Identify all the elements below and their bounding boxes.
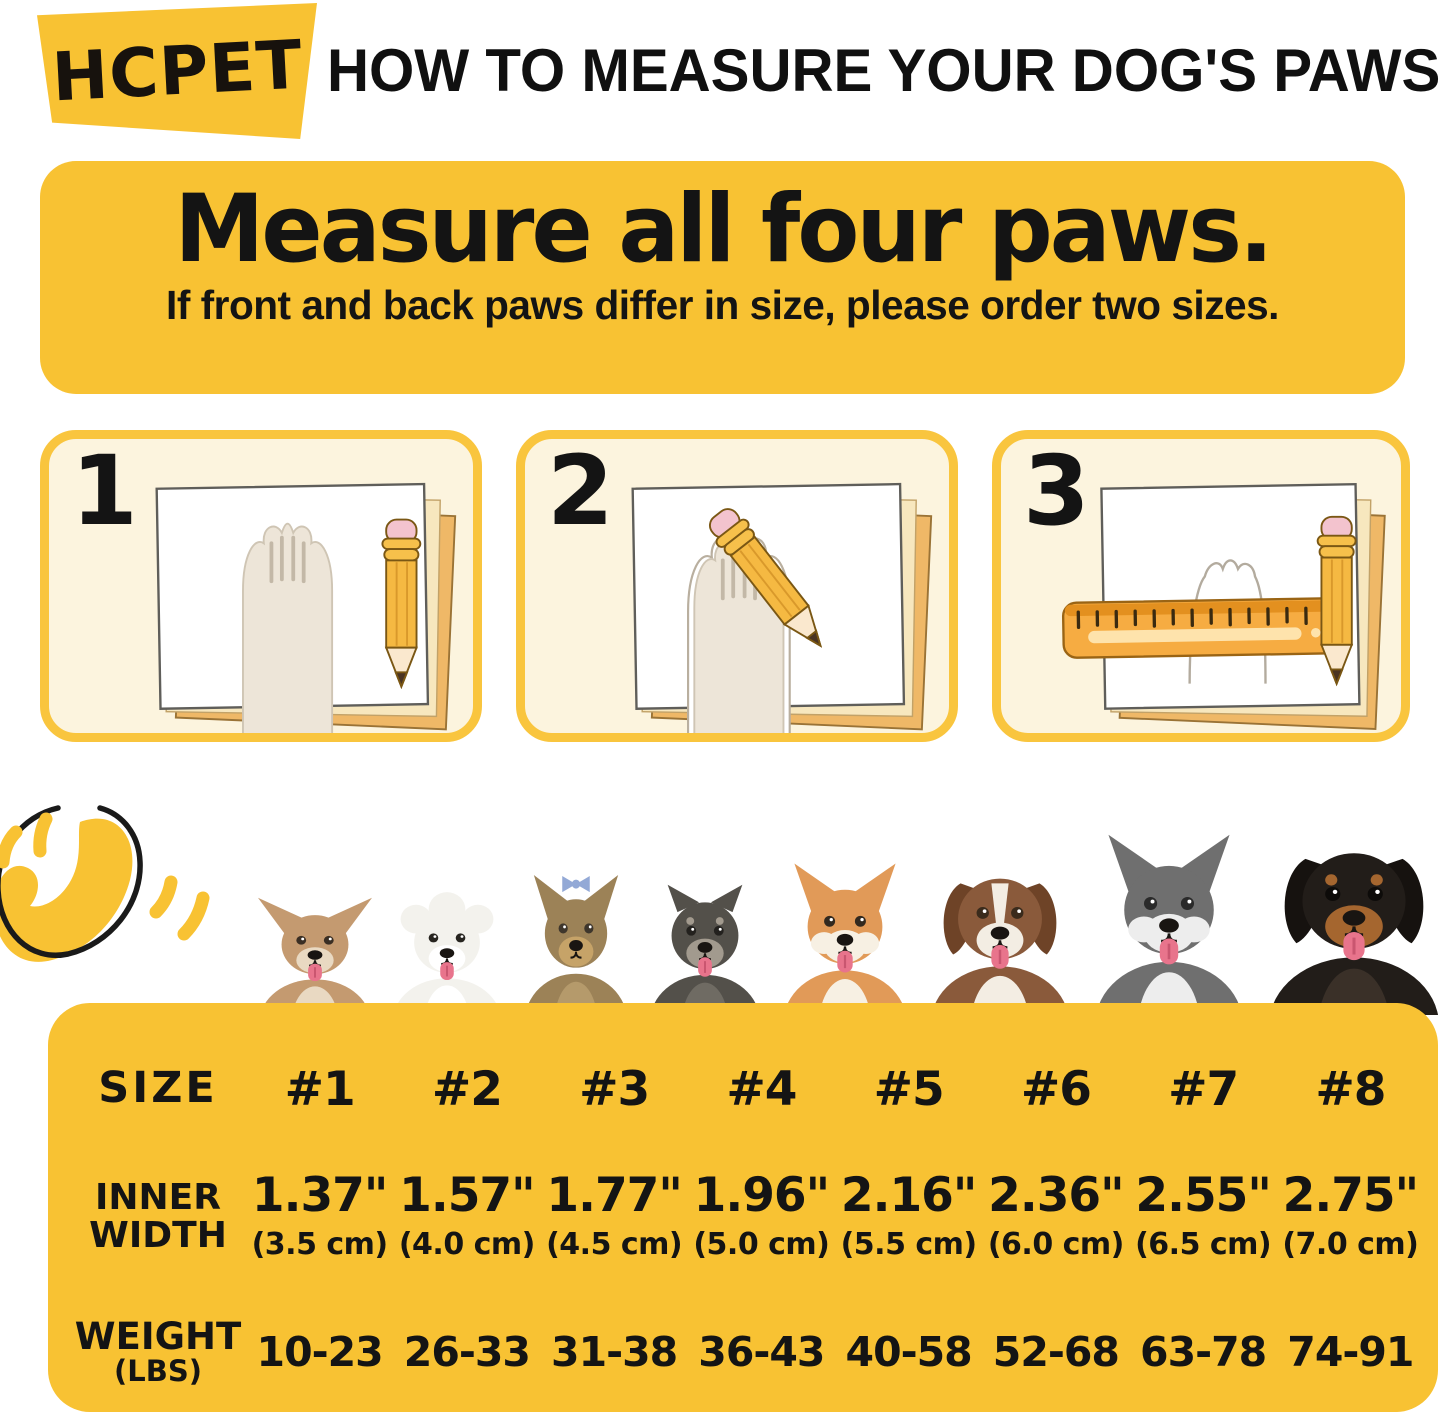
size-row: SIZE #1 #2 #3 #4 #5 #6 #7 #8 <box>70 1037 1424 1141</box>
inner-width-value: 1.77" (4.5 cm) <box>546 1168 683 1262</box>
dog-photo-shiba-inu <box>784 863 907 1015</box>
dog-photo-rottweiler <box>1269 853 1438 1015</box>
size-value: #5 <box>873 1061 945 1117</box>
inner-width-value: 2.75" (7.0 cm) <box>1282 1168 1419 1262</box>
weight-value: 31-38 <box>551 1328 678 1376</box>
inner-width-value: 2.16" (5.5 cm) <box>840 1168 978 1262</box>
size-value: #4 <box>726 1061 797 1117</box>
banner-headline: Measure all four paws. <box>174 175 1273 284</box>
step-1-illustration <box>155 482 457 733</box>
size-value: #7 <box>1168 1061 1239 1117</box>
paw-illustration <box>242 522 334 733</box>
inner-width-row-label: INNER WIDTH <box>89 1176 227 1256</box>
pencil-icon <box>708 508 823 648</box>
inner-width-value: 1.96" (5.0 cm) <box>693 1168 830 1262</box>
weight-value: 52-68 <box>992 1328 1120 1376</box>
inner-width-value: 2.55" (6.5 cm) <box>1135 1168 1272 1262</box>
inner-width-value: 1.37" (3.5 cm) <box>251 1168 389 1262</box>
weight-value: 36-43 <box>698 1328 825 1376</box>
page-title: HOW TO MEASURE YOUR DOG'S PAWS <box>327 37 1441 104</box>
step-1-number: 1 <box>71 435 138 547</box>
size-value: #3 <box>579 1061 650 1117</box>
step-3-illustration <box>1061 483 1386 730</box>
inner-width-value: 2.36" (6.0 cm) <box>987 1168 1125 1262</box>
brand-logo-text: HCPET <box>49 25 305 117</box>
weight-value: 10-23 <box>256 1328 384 1376</box>
dog-photo-australian-shepherd <box>932 878 1069 1015</box>
weight-value: 74-91 <box>1287 1328 1414 1376</box>
dog-photo-bichon-frise <box>393 892 501 1015</box>
dog-photo-alaskan-malamute <box>1095 834 1242 1015</box>
inner-width-row: INNER WIDTH 1.37" (3.5 cm) 1.57" (4.0 cm… <box>70 1141 1424 1293</box>
step-2-number: 2 <box>547 435 614 547</box>
weight-value: 40-58 <box>845 1328 973 1376</box>
weight-row-label: WEIGHT (LBS) <box>74 1315 242 1389</box>
weight-row: WEIGHT (LBS) 10-23 26-33 31-38 36-43 40-… <box>70 1293 1424 1411</box>
brand-logo: HCPET <box>37 3 317 139</box>
swoosh-doodle-icon <box>0 805 210 962</box>
size-value: #8 <box>1315 1061 1386 1117</box>
measure-banner: Measure all four paws. If front and back… <box>40 161 1405 394</box>
step-3-number: 3 <box>1023 435 1090 547</box>
dogs-row <box>256 800 1445 1015</box>
size-value: #6 <box>1020 1061 1092 1117</box>
pencil-icon <box>381 518 422 690</box>
step-card-1: 1 <box>40 430 482 742</box>
size-chart-table: SIZE #1 #2 #3 #4 #5 #6 #7 #8 INNER WIDTH… <box>48 1003 1438 1412</box>
dog-photo-yorkshire-terrier <box>524 875 627 1015</box>
dog-photo-miniature-schnauzer <box>650 884 760 1015</box>
ruler-icon <box>1061 597 1352 659</box>
step-2-illustration <box>631 482 933 733</box>
size-value: #2 <box>431 1061 503 1117</box>
dog-photo-chihuahua <box>257 897 373 1015</box>
weight-value: 26-33 <box>403 1328 531 1376</box>
weight-value: 63-78 <box>1140 1328 1267 1376</box>
pencil-icon <box>1316 515 1357 687</box>
banner-subline: If front and back paws differ in size, p… <box>166 281 1279 328</box>
size-value: #1 <box>284 1061 356 1117</box>
inner-width-value: 1.57" (4.0 cm) <box>398 1168 536 1262</box>
size-row-label: SIZE <box>98 1063 218 1114</box>
paw-outline <box>1188 559 1267 684</box>
step-card-2: 2 <box>516 430 958 742</box>
step-card-3: 3 <box>992 430 1410 742</box>
